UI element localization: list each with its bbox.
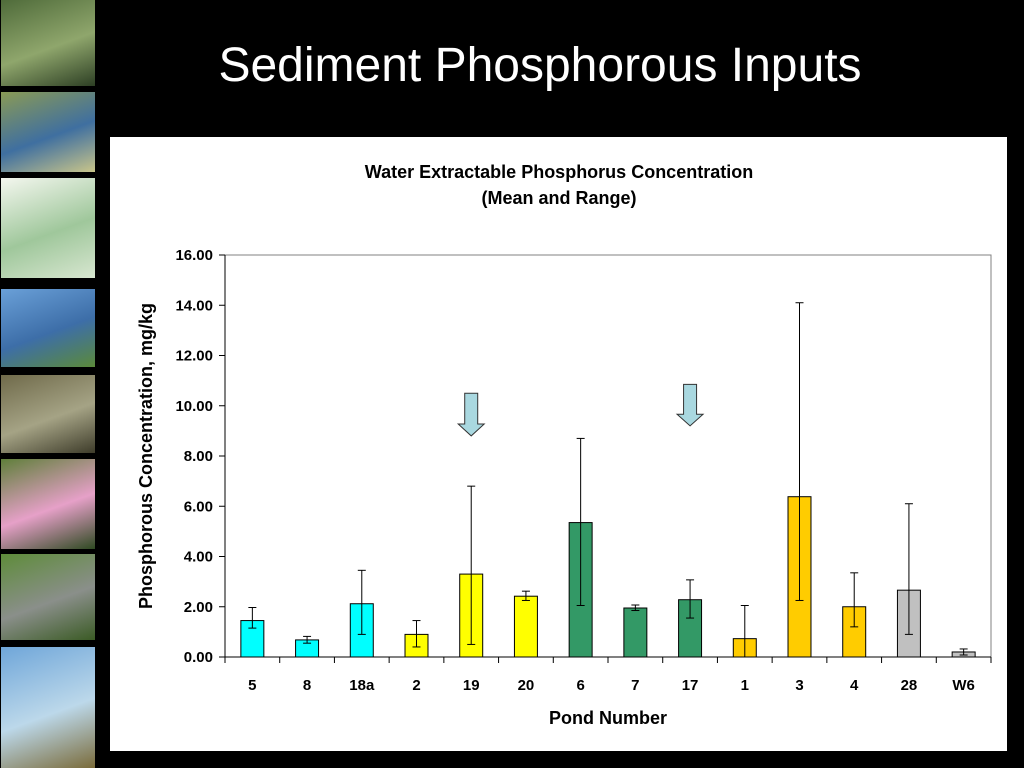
down-arrow-icon	[456, 392, 486, 437]
y-tick-label: 14.00	[175, 297, 213, 314]
y-tick-label: 4.00	[184, 549, 213, 566]
y-tick-label: 8.00	[184, 448, 213, 465]
slide-title: Sediment Phosphorous Inputs	[218, 39, 862, 92]
marsh-pond-photo	[1, 92, 95, 172]
y-tick-label: 2.00	[184, 599, 213, 616]
y-axis-label: Phosphorous Concentration, mg/kg	[136, 303, 156, 609]
x-tick-label: 28	[901, 677, 918, 694]
chart-subtitle: (Mean and Range)	[481, 188, 636, 208]
site-map-image	[1, 178, 95, 278]
x-tick-label: 4	[850, 677, 859, 694]
x-tick-label: 6	[576, 677, 584, 694]
bar-20	[513, 595, 538, 658]
photo-sidebar	[0, 0, 98, 768]
x-tick-label: 7	[631, 677, 639, 694]
y-tick-label: 6.00	[184, 498, 213, 515]
blue-pond-photo	[1, 289, 95, 367]
x-tick-label: 2	[412, 677, 420, 694]
y-tick-label: 0.00	[184, 649, 213, 666]
x-axis-label: Pond Number	[549, 708, 667, 728]
water-lily-photo	[1, 459, 95, 549]
fish-on-grass-photo	[1, 554, 95, 640]
x-tick-label: 18a	[349, 677, 375, 694]
x-tick-label: 17	[682, 677, 699, 694]
field-sampler-photo	[1, 375, 95, 453]
water-sample-jar-photo	[1, 647, 95, 768]
y-tick-label: 12.00	[175, 348, 213, 365]
chart-title: Water Extractable Phosphorus Concentrati…	[365, 162, 753, 182]
x-tick-label: 8	[303, 677, 311, 694]
algae-water-photo	[1, 0, 95, 86]
x-tick-label: 20	[518, 677, 535, 694]
y-tick-label: 16.00	[175, 247, 213, 264]
x-tick-label: 19	[463, 677, 480, 694]
x-tick-label: 5	[248, 677, 256, 694]
x-tick-label: 3	[795, 677, 803, 694]
bar-7	[623, 607, 648, 658]
down-arrow-icon	[675, 383, 705, 427]
plot-area	[224, 254, 992, 658]
chart-panel: Water Extractable Phosphorus Concentrati…	[110, 137, 1007, 751]
x-tick-label: 1	[741, 677, 749, 694]
y-tick-label: 10.00	[175, 398, 213, 415]
x-tick-label: W6	[952, 677, 975, 694]
bar-chart: Water Extractable Phosphorus Concentrati…	[136, 162, 992, 728]
